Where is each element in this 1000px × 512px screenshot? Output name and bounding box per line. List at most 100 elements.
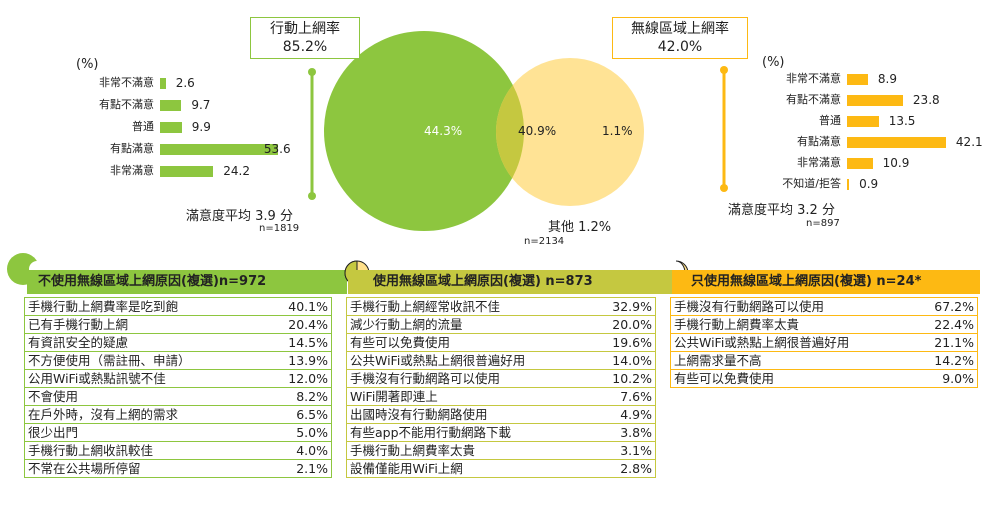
bar-value-label: 9.7 xyxy=(191,98,211,112)
table-row: 已有手機行動上網 20.4% xyxy=(24,316,332,334)
reason-cell: 有些可以免費使用 xyxy=(674,371,775,386)
wifi-only-percent: 1.1% xyxy=(602,124,633,138)
reason-cell: 設備僅能用WiFi上網 xyxy=(350,461,463,476)
wifi-satisfaction-average: 滿意度平均 3.2 分 xyxy=(728,203,835,218)
reason-cell: 手機行動上網收訊較佳 xyxy=(28,443,154,458)
table-row: 有些app不能用行動網路下載 3.8% xyxy=(346,424,656,442)
bar-category-label: 有點滿意 xyxy=(797,135,841,148)
reason-cell: 手機行動上網費率太貴 xyxy=(674,317,800,332)
bar xyxy=(847,74,868,85)
bar xyxy=(160,166,214,177)
bar-category-label: 非常滿意 xyxy=(110,164,154,177)
table-row: 有些可以免費使用 19.6% xyxy=(346,334,656,352)
other-percent: 其他 1.2% xyxy=(548,220,612,235)
percent-cell: 2.8% xyxy=(620,461,652,476)
percent-cell: 22.4% xyxy=(934,317,974,332)
bar-value-label: 2.6 xyxy=(175,76,195,90)
reason-cell: 手機行動上網經常收訊不佳 xyxy=(350,299,501,314)
percent-cell: 9.0% xyxy=(942,371,974,386)
mobile-sample-size: n=1819 xyxy=(259,223,300,234)
percent-cell: 4.9% xyxy=(620,407,652,422)
bar-category-label: 普通 xyxy=(132,120,154,133)
bar-value-label: 42.1 xyxy=(955,135,983,149)
reason-cell: 公用WiFi或熱點訊號不佳 xyxy=(28,371,166,386)
reason-cell: WiFi開著即連上 xyxy=(350,389,438,404)
bar-category-label: 非常不滿意 xyxy=(99,76,154,89)
reason-cell: 公共WiFi或熱點上網很普遍好用 xyxy=(674,335,850,350)
bar-value-label: 13.5 xyxy=(888,114,916,128)
percent-cell: 32.9% xyxy=(612,299,652,314)
bar xyxy=(847,179,850,190)
table-row: 有些可以免費使用 9.0% xyxy=(670,370,978,388)
not-using-wifi-table: 手機行動上網費率是吃到飽 40.1% 已有手機行動上網 20.4% 有資訊安全的疑慮 14… xyxy=(24,297,332,478)
bar-value-label: 53.6 xyxy=(263,142,291,156)
table-row: 很少出門 5.0% xyxy=(24,424,332,442)
wifi-sample-size: n=897 xyxy=(806,218,840,229)
mobile-rate-value: 85.2% xyxy=(282,39,328,55)
mobile-rate-name: 行動上網率 xyxy=(270,21,340,37)
percent-cell: 7.6% xyxy=(620,389,652,404)
reason-cell: 手機沒有行動網路可以使用 xyxy=(350,371,501,386)
reason-cell: 在戶外時，沒有上網的需求 xyxy=(28,407,179,422)
reason-cell: 公共WiFi或熱點上網很普遍好用 xyxy=(350,353,526,368)
bar-value-label: 10.9 xyxy=(882,156,910,170)
reason-cell: 已有手機行動上網 xyxy=(28,317,129,332)
bar xyxy=(160,78,166,89)
reason-cell: 不方便使用（需註冊、申請） xyxy=(28,353,191,368)
table-row: 有資訊安全的疑慮 14.5% xyxy=(24,334,332,352)
percent-cell: 6.5% xyxy=(296,407,328,422)
only-wifi-table: 手機沒有行動網路可以使用 67.2% 手機行動上網費率太貴 22.4% 公共WiFi或熱… xyxy=(670,297,978,388)
table-row: 公共WiFi或熱點上網很普遍好用 14.0% xyxy=(346,352,656,370)
reason-cell: 有些app不能用行動網路下載 xyxy=(350,425,512,440)
wifi-rate-name: 無線區域上網率 xyxy=(631,21,729,37)
wifi-rate-label: 無線區域上網率 42.0% xyxy=(612,17,748,59)
bar-value-label: 0.9 xyxy=(859,177,879,191)
wifi-connector-dot-bottom xyxy=(720,184,728,192)
overlap-percent: 40.9% xyxy=(518,124,557,138)
reason-cell: 上網需求量不高 xyxy=(674,353,762,368)
wifi-rate-value: 42.0% xyxy=(657,39,703,55)
bar xyxy=(160,122,182,133)
percent-cell: 14.0% xyxy=(612,353,652,368)
bar xyxy=(847,158,873,169)
table-row: 不方便使用（需註冊、申請） 13.9% xyxy=(24,352,332,370)
table-row: 公用WiFi或熱點訊號不佳 12.0% xyxy=(24,370,332,388)
mobile-internet-circle xyxy=(324,31,524,231)
percent-cell: 13.9% xyxy=(288,353,328,368)
reason-cell: 不常在公共場所停留 xyxy=(28,461,141,476)
mobile-connector-dot-top xyxy=(308,68,316,76)
percent-cell: 10.2% xyxy=(612,371,652,386)
percent-cell: 12.0% xyxy=(288,371,328,386)
reason-cell: 很少出門 xyxy=(28,425,79,440)
table-row: 不會使用 8.2% xyxy=(24,388,332,406)
table-row: 減少行動上網的流量 20.0% xyxy=(346,316,656,334)
table-row: 公共WiFi或熱點上網很普遍好用 21.1% xyxy=(670,334,978,352)
table-row: 不常在公共場所停留 2.1% xyxy=(24,460,332,478)
percent-cell: 2.1% xyxy=(296,461,328,476)
using-wifi-table: 手機行動上網經常收訊不佳 32.9% 減少行動上網的流量 20.0% 有些可以免費使用 1… xyxy=(346,297,656,478)
bar xyxy=(847,95,903,106)
percent-cell: 20.0% xyxy=(612,317,652,332)
table-row: 手機行動上網經常收訊不佳 32.9% xyxy=(346,298,656,316)
bar-value-label: 8.9 xyxy=(877,72,897,86)
reason-cell: 有些可以免費使用 xyxy=(350,335,451,350)
percent-cell: 67.2% xyxy=(934,299,974,314)
bar-category-label: 普通 xyxy=(819,114,841,127)
using-wifi-header: 使用無線區域上網原因(複選) n=873 xyxy=(348,270,678,294)
bar-category-label: 有點滿意 xyxy=(110,142,154,155)
bar-category-label: 有點不滿意 xyxy=(786,93,841,106)
mobile-rate-label: 行動上網率 85.2% xyxy=(250,17,360,59)
table-row: WiFi開著即連上 7.6% xyxy=(346,388,656,406)
percent-cell: 20.4% xyxy=(288,317,328,332)
table-row: 手機行動上網費率是吃到飽 40.1% xyxy=(24,298,332,316)
bar-category-label: 非常不滿意 xyxy=(786,72,841,85)
reason-cell: 不會使用 xyxy=(28,389,79,404)
wifi-connector-dot-top xyxy=(720,66,728,74)
bar-value-label: 9.9 xyxy=(191,120,211,134)
percent-cell: 40.1% xyxy=(288,299,328,314)
reason-cell: 出國時沒有行動網路使用 xyxy=(350,407,488,422)
table-row: 設備僅能用WiFi上網 2.8% xyxy=(346,460,656,478)
percent-cell: 14.2% xyxy=(934,353,974,368)
table-row: 手機行動上網費率太貴 3.1% xyxy=(346,442,656,460)
reason-cell: 減少行動上網的流量 xyxy=(350,317,463,332)
